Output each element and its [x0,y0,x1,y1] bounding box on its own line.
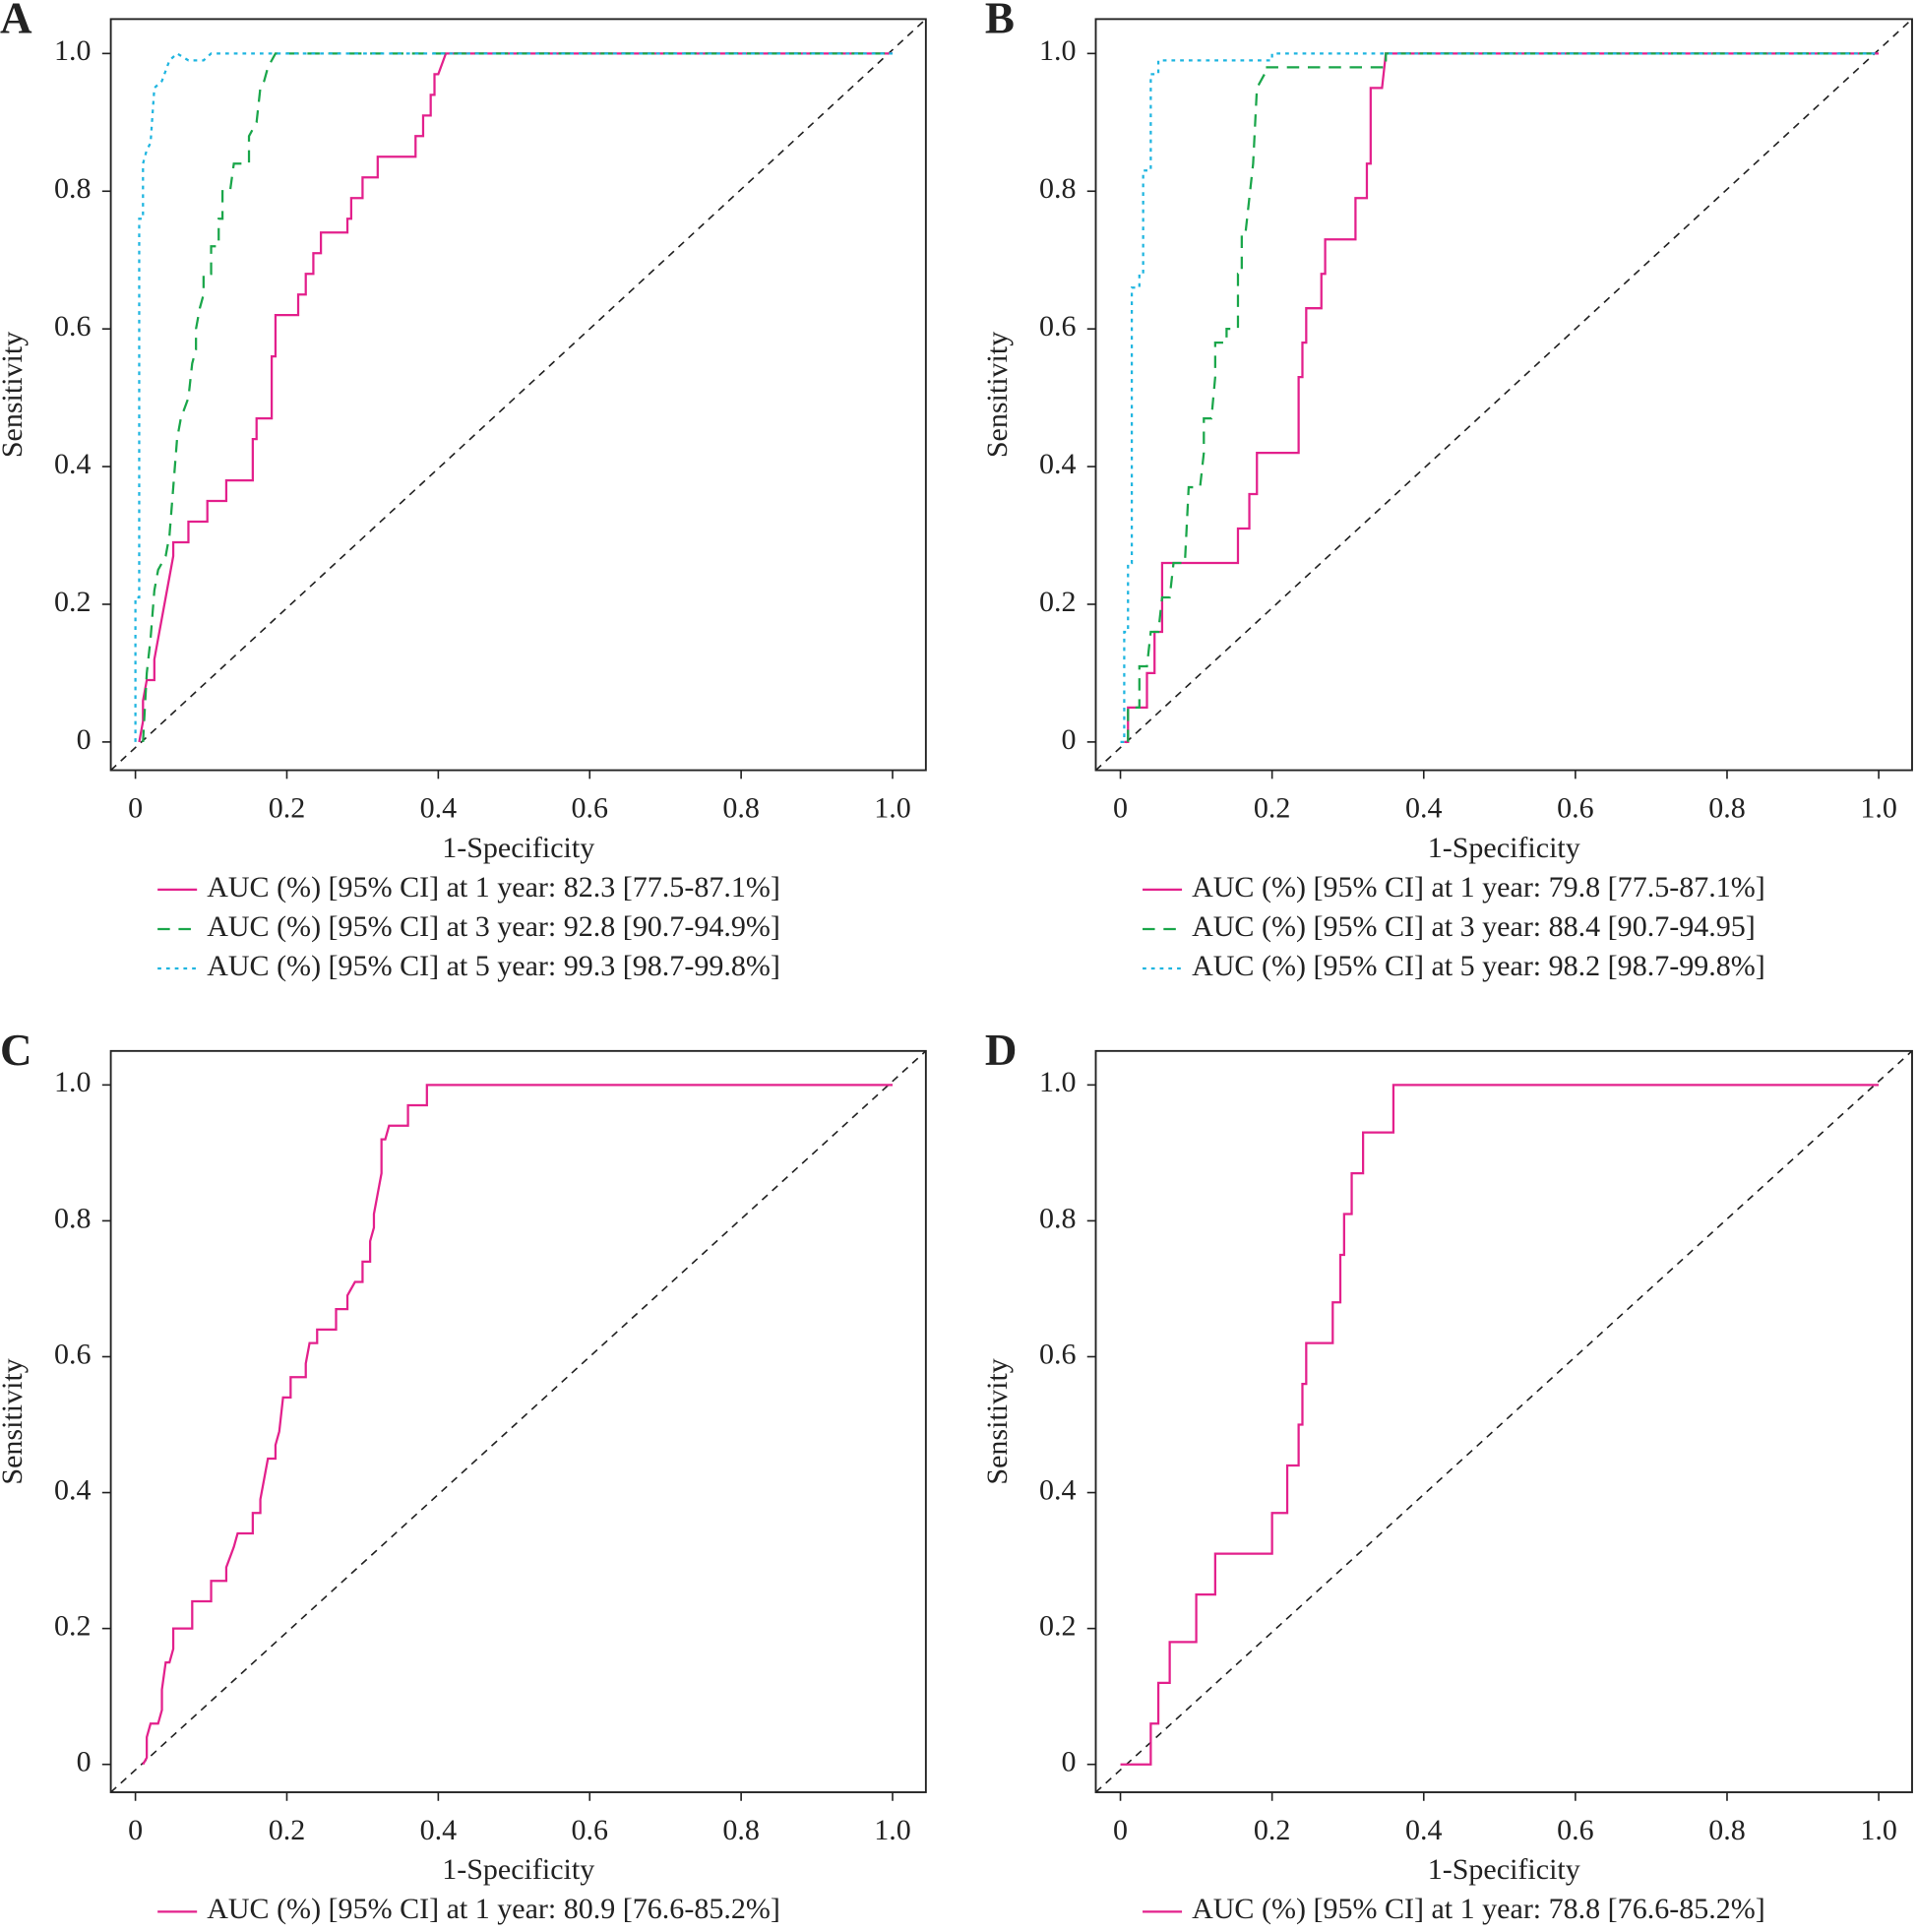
y-tick-label: 1.0 [54,34,92,67]
legend-label: AUC (%) [95% CI] at 3 year: 92.8 [90.7-9… [207,910,780,943]
y-tick-label: 0.2 [54,1610,92,1643]
legend-label: AUC (%) [95% CI] at 5 year: 98.2 [98.7-9… [1192,950,1765,982]
reference-diagonal [1094,18,1913,772]
x-tick-label: 0.4 [1405,792,1443,825]
y-tick-label: 0.6 [1039,310,1077,343]
x-tick-label: 0 [1113,792,1128,825]
y-tick-label: 0 [1061,723,1076,756]
x-tick-label: 0.8 [1708,1814,1746,1846]
roc-curve [1120,52,1880,744]
roc-curve [142,1084,893,1766]
panel-label: C [0,1026,32,1075]
legend-label: AUC (%) [95% CI] at 1 year: 78.8 [76.6-8… [1192,1893,1765,1925]
roc-curve [134,51,893,742]
plot-frame [109,1049,927,1793]
x-tick-label: 0.4 [420,1814,458,1846]
y-tick-label: 0 [77,1746,92,1778]
x-tick-label: 0.4 [1405,1814,1443,1846]
y-tick-label: 0.8 [54,1202,92,1234]
y-tick-label: 0.2 [54,586,92,618]
roc-curve [1120,1084,1880,1766]
y-tick-label: 0 [1061,1746,1076,1778]
x-tick-label: 0.6 [1557,792,1594,825]
x-tick-label: 0.6 [571,1814,608,1846]
x-tick-label: 1.0 [874,792,911,825]
x-tick-label: 1.0 [1860,792,1897,825]
roc-curve [1124,52,1880,744]
x-tick-label: 0 [128,792,143,825]
y-tick-label: 0.6 [54,310,92,343]
y-axis-label: Sensitivity [981,332,1014,458]
plot-frame [109,18,927,772]
legend-label: AUC (%) [95% CI] at 1 year: 80.9 [76.6-8… [207,1893,780,1925]
x-tick-label: 0.8 [1708,792,1746,825]
y-axis-label: Sensitivity [0,1358,29,1484]
x-tick-label: 0.2 [1254,792,1291,825]
legend-label: AUC (%) [95% CI] at 1 year: 79.8 [77.5-8… [1192,871,1765,904]
x-axis-label: 1-Specificity [1428,832,1580,864]
panel-label: D [985,1026,1018,1075]
y-tick-label: 0.2 [1039,1610,1077,1643]
y-tick-label: 1.0 [1039,1066,1077,1098]
x-tick-label: 1.0 [874,1814,911,1846]
x-tick-label: 0 [1113,1814,1128,1846]
legend-label: AUC (%) [95% CI] at 3 year: 88.4 [90.7-9… [1192,910,1756,943]
reference-diagonal [110,1050,927,1793]
roc-curve [1127,52,1880,742]
y-tick-label: 0.4 [1039,1473,1077,1506]
x-axis-label: 1-Specificity [1428,1853,1580,1886]
y-axis-label: Sensitivity [981,1358,1014,1484]
plot-frame [1094,1049,1913,1793]
x-axis-label: 1-Specificity [442,1853,594,1886]
x-tick-label: 0.8 [722,792,760,825]
x-tick-label: 0.8 [722,1814,760,1846]
x-tick-label: 0.4 [420,792,458,825]
panel-label: B [985,0,1015,42]
legend-label: AUC (%) [95% CI] at 1 year: 82.3 [77.5-8… [207,871,780,904]
y-tick-label: 0.4 [54,448,92,480]
y-tick-label: 0.6 [1039,1338,1077,1370]
x-tick-label: 0.2 [269,792,306,825]
x-tick-label: 0.2 [1254,1814,1291,1846]
legend-label: AUC (%) [95% CI] at 5 year: 99.3 [98.7-9… [207,950,780,982]
x-tick-label: 0.6 [571,792,608,825]
y-tick-label: 0.8 [1039,172,1077,205]
y-tick-label: 0.8 [1039,1202,1077,1234]
y-tick-label: 0.4 [1039,448,1077,480]
y-tick-label: 0.6 [54,1338,92,1370]
reference-diagonal [110,18,927,772]
y-tick-label: 1.0 [54,1066,92,1098]
x-tick-label: 0.6 [1557,1814,1594,1846]
roc-curve [138,52,893,743]
y-tick-label: 0.4 [54,1473,92,1506]
x-tick-label: 0 [128,1814,143,1846]
reference-diagonal [1094,1050,1913,1793]
plot-frame [1094,18,1913,772]
roc-curve [142,52,893,742]
y-tick-label: 1.0 [1039,34,1077,67]
y-axis-label: Sensitivity [0,332,29,458]
y-tick-label: 0.2 [1039,586,1077,618]
y-tick-label: 0 [77,723,92,756]
y-tick-label: 0.8 [54,172,92,205]
x-tick-label: 1.0 [1860,1814,1897,1846]
x-tick-label: 0.2 [269,1814,306,1846]
x-axis-label: 1-Specificity [442,832,594,864]
panel-label: A [0,0,32,42]
